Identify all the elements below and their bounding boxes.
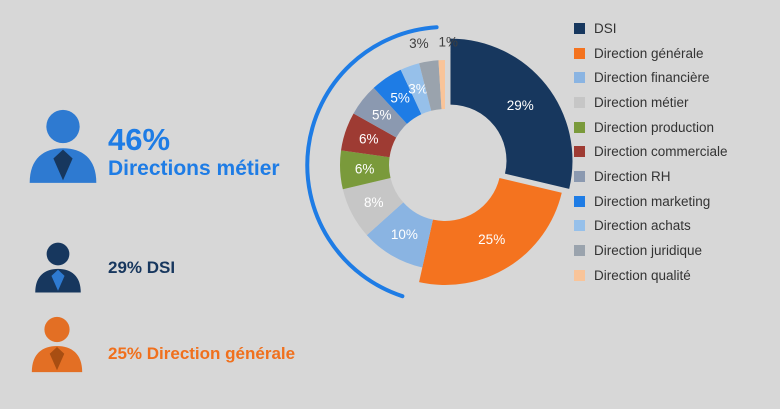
legend-item-direction-juridique: Direction juridique <box>574 238 728 263</box>
slice-label-direction-financière: 10% <box>391 227 418 242</box>
legend-item-direction-marketing: Direction marketing <box>574 189 728 214</box>
slice-label-direction-générale: 25% <box>478 232 505 247</box>
slice-direction-rh <box>353 87 407 138</box>
legend-item-direction-commerciale: Direction commerciale <box>574 139 728 164</box>
person-icon-directions-metier <box>29 109 97 183</box>
legend-label-direction-commerciale: Direction commerciale <box>594 144 728 160</box>
legend-swatch-direction-rh <box>574 170 585 182</box>
legend-swatch-direction-générale <box>574 47 585 59</box>
person-icon-direction-generale <box>31 316 83 373</box>
slice-label-direction-production: 6% <box>355 161 375 176</box>
legend-label-direction-rh: Direction RH <box>594 168 671 184</box>
legend-item-direction-production: Direction production <box>574 115 728 140</box>
donut-chart: 29%25%10%8%6%6%5%5%3%3% 1% <box>305 25 573 299</box>
legend-swatch-direction-financière <box>574 72 585 84</box>
legend-swatch-direction-qualité <box>574 269 585 281</box>
stat-value-directions-metier: 46% <box>108 122 171 157</box>
legend-item-dsi: DSI <box>574 16 728 41</box>
group-arc-directions-metier <box>305 25 439 299</box>
legend-label-direction-qualité: Direction qualité <box>594 267 691 283</box>
slice-label-direction-qualité: 1% <box>438 35 458 50</box>
legend-label-direction-production: Direction production <box>594 119 715 135</box>
slice-direction-financière <box>366 202 433 268</box>
slice-label-dsi: 29% <box>507 98 534 113</box>
legend-label-direction-achats: Direction achats <box>594 218 691 234</box>
legend-swatch-direction-achats <box>574 220 585 232</box>
stat-direction-generale: 25% Direction générale <box>108 344 296 363</box>
legend-label-direction-marketing: Direction marketing <box>594 193 711 209</box>
slice-label-direction-marketing: 5% <box>390 91 410 106</box>
legend-item-direction-métier: Direction métier <box>574 90 728 115</box>
legend-swatch-dsi <box>574 22 585 34</box>
legend-swatch-direction-commerciale <box>574 146 585 158</box>
legend-label-dsi: DSI <box>594 20 617 36</box>
slice-label-direction-juridique: 3% <box>409 36 429 51</box>
legend: DSI Direction générale Direction financièr… <box>574 16 728 288</box>
legend-swatch-direction-juridique <box>574 245 585 257</box>
legend-swatch-direction-métier <box>574 96 585 108</box>
legend-item-direction-financière: Direction financière <box>574 65 728 90</box>
legend-swatch-direction-marketing <box>574 195 585 207</box>
legend-swatch-direction-production <box>574 121 585 133</box>
stat-directions-metier: 46% Directions métier <box>108 122 280 181</box>
slice-label-direction-commerciale: 6% <box>359 132 379 147</box>
legend-item-direction-générale: Direction générale <box>574 41 728 66</box>
legend-item-direction-rh: Direction RH <box>574 164 728 189</box>
slice-direction-métier <box>342 177 404 236</box>
slice-direction-juridique <box>419 60 442 111</box>
slice-direction-générale <box>419 177 562 286</box>
slice-direction-production <box>340 150 391 190</box>
legend-label-direction-métier: Direction métier <box>594 94 689 110</box>
legend-item-direction-achats: Direction achats <box>574 214 728 239</box>
slice-direction-commerciale <box>341 113 397 158</box>
person-icon-dsi <box>35 242 81 293</box>
stat-label-directions-metier: Directions métier <box>108 156 280 180</box>
legend-item-direction-qualité: Direction qualité <box>574 263 728 288</box>
legend-label-direction-financière: Direction financière <box>594 70 710 86</box>
slice-direction-achats <box>400 63 432 115</box>
legend-label-direction-juridique: Direction juridique <box>594 243 703 259</box>
slice-direction-qualité <box>438 59 445 110</box>
legend-label-direction-générale: Direction générale <box>594 45 704 61</box>
stat-dsi: 29% DSI <box>108 258 176 277</box>
slice-label-direction-rh: 5% <box>372 108 392 123</box>
slice-label-direction-métier: 8% <box>364 195 384 210</box>
slice-dsi <box>450 38 573 189</box>
slice-direction-marketing <box>373 69 422 124</box>
slice-label-direction-achats: 3% <box>408 82 428 97</box>
